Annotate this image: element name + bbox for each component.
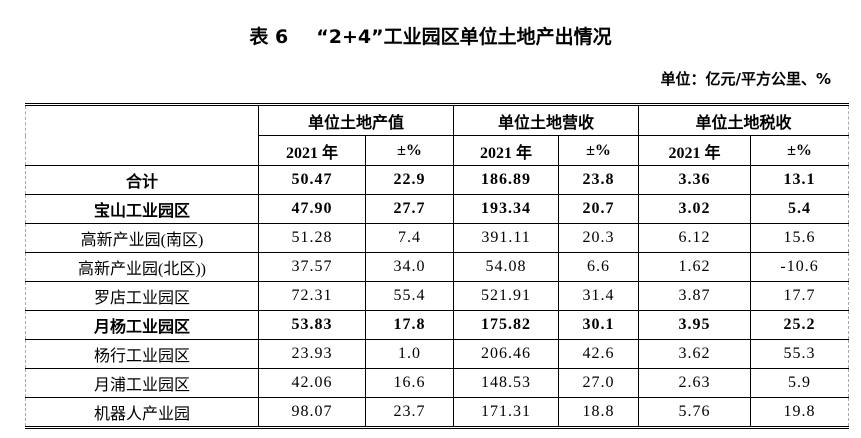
table-row: 机器人产业园 98.07 23.7 171.31 18.8 5.76 19.8 (25, 397, 849, 428)
value-cell: 25.2 (750, 310, 849, 340)
value-cell: 55.4 (364, 281, 455, 311)
sub-header-year: 2021 年 (258, 135, 366, 166)
corner-cell (25, 104, 259, 166)
table-row: 高新产业园(南区) 51.28 7.4 391.11 20.3 6.12 15.6 (25, 223, 849, 253)
value-cell: 23.7 (364, 397, 455, 428)
value-cell: 23.93 (258, 339, 366, 369)
value-cell: 30.1 (558, 310, 640, 340)
sub-header-pct: ±% (750, 135, 849, 166)
value-cell: 37.57 (258, 252, 366, 282)
value-cell: 47.90 (258, 194, 366, 224)
value-cell: 51.28 (258, 223, 366, 253)
value-cell: 5.76 (638, 397, 752, 428)
value-cell: 42.06 (258, 368, 366, 398)
value-cell: 7.4 (364, 223, 455, 253)
table-row: 高新产业园(北区)) 37.57 34.0 54.08 6.6 1.62 -10.6 (25, 252, 849, 282)
value-cell: 1.62 (638, 252, 752, 282)
value-cell: 16.6 (364, 368, 455, 398)
row-label: 月浦工业园区 (25, 368, 259, 398)
value-cell: 2.63 (638, 368, 752, 398)
value-cell: 3.02 (638, 194, 752, 224)
value-cell: 98.07 (258, 397, 366, 428)
value-cell: -10.6 (750, 252, 849, 282)
value-cell: 3.95 (638, 310, 752, 340)
value-cell: 17.7 (750, 281, 849, 311)
table-row: 月杨工业园区 53.83 17.8 175.82 30.1 3.95 25.2 (25, 310, 849, 340)
value-cell: 13.1 (750, 165, 849, 195)
group-header-row: 单位土地产值 单位土地营收 单位土地税收 (25, 104, 849, 166)
value-cell: 27.0 (558, 368, 640, 398)
value-cell: 23.8 (558, 165, 640, 195)
group-header-revenue: 单位土地营收 (453, 104, 640, 136)
table-row: 宝山工业园区 47.90 27.7 193.34 20.7 3.02 5.4 (25, 194, 849, 224)
row-label: 机器人产业园 (25, 397, 259, 428)
value-cell: 6.12 (638, 223, 752, 253)
value-cell: 53.83 (258, 310, 366, 340)
value-cell: 18.8 (558, 397, 640, 428)
unit-note: 单位：亿元/平方公里、% (660, 70, 831, 88)
value-cell: 42.6 (558, 339, 640, 369)
sub-header-year: 2021 年 (453, 135, 560, 166)
value-cell: 55.3 (750, 339, 849, 369)
row-label: 杨行工业园区 (25, 339, 259, 369)
value-cell: 15.6 (750, 223, 849, 253)
row-label: 月杨工业园区 (25, 310, 259, 340)
value-cell: 3.87 (638, 281, 752, 311)
value-cell: 3.36 (638, 165, 752, 195)
row-label: 宝山工业园区 (25, 194, 259, 224)
row-label: 罗店工业园区 (25, 281, 259, 311)
value-cell: 1.0 (364, 339, 455, 369)
group-header-output-value: 单位土地产值 (257, 104, 455, 136)
value-cell: 206.46 (453, 339, 560, 369)
table-title: 表 6 “2+4”工业园区单位土地产出情况 (0, 22, 861, 49)
table-row: 罗店工业园区 72.31 55.4 521.91 31.4 3.87 17.7 (25, 281, 849, 311)
group-header-tax: 单位土地税收 (638, 104, 849, 136)
value-cell: 5.4 (750, 194, 849, 224)
value-cell: 175.82 (453, 310, 560, 340)
value-cell: 72.31 (258, 281, 366, 311)
table-body: 单位土地产值 单位土地营收 单位土地税收 2021 年 ±% 2021 年 ±%… (25, 104, 849, 428)
value-cell: 19.8 (750, 397, 849, 428)
sub-header-pct: ±% (364, 135, 455, 166)
value-cell: 27.7 (364, 194, 455, 224)
table-row: 合计 50.47 22.9 186.89 23.8 3.36 13.1 (25, 165, 849, 195)
value-cell: 5.9 (750, 368, 849, 398)
value-cell: 391.11 (453, 223, 560, 253)
row-label: 高新产业园(南区) (25, 223, 259, 253)
value-cell: 171.31 (453, 397, 560, 428)
table-row: 杨行工业园区 23.93 1.0 206.46 42.6 3.62 55.3 (25, 339, 849, 369)
value-cell: 193.34 (453, 194, 560, 224)
row-label: 高新产业园(北区)) (25, 252, 259, 282)
value-cell: 20.3 (558, 223, 640, 253)
table-number: 表 6 (249, 26, 289, 48)
sub-header-year: 2021 年 (638, 135, 752, 166)
sub-header-pct: ±% (558, 135, 640, 166)
value-cell: 20.7 (558, 194, 640, 224)
value-cell: 186.89 (453, 165, 560, 195)
value-cell: 3.62 (638, 339, 752, 369)
row-label: 合计 (25, 165, 259, 195)
value-cell: 54.08 (453, 252, 560, 282)
table-title-text: “2+4”工业园区单位土地产出情况 (316, 26, 612, 48)
value-cell: 17.8 (364, 310, 455, 340)
value-cell: 34.0 (364, 252, 455, 282)
value-cell: 521.91 (453, 281, 560, 311)
value-cell: 50.47 (258, 165, 366, 195)
table-row: 月浦工业园区 42.06 16.6 148.53 27.0 2.63 5.9 (25, 368, 849, 398)
value-cell: 31.4 (558, 281, 640, 311)
value-cell: 6.6 (558, 252, 640, 282)
land-output-table: 单位土地产值 单位土地营收 单位土地税收 2021 年 ±% 2021 年 ±%… (25, 103, 850, 429)
value-cell: 148.53 (453, 368, 560, 398)
value-cell: 22.9 (364, 165, 455, 195)
